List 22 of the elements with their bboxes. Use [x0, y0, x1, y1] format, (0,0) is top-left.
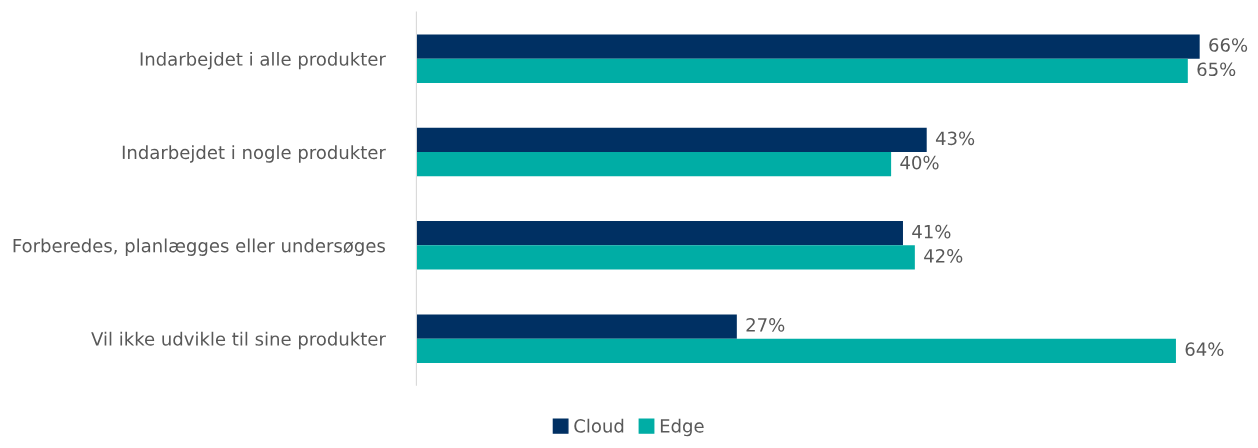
bar: [416, 34, 1200, 59]
legend-label: Edge: [660, 418, 704, 437]
bar: [416, 221, 903, 246]
data-label: 65%: [1197, 62, 1236, 77]
data-label: 40%: [900, 155, 939, 170]
bar: [416, 338, 1176, 363]
bar: [416, 245, 915, 270]
y-tick-label: Indarbejdet i alle produkter: [140, 51, 386, 70]
legend-label: Cloud: [574, 418, 624, 433]
y-tick-label: Forberedes, planlægges eller undersøges: [13, 238, 385, 256]
y-tick-label: Indarbejdet i nogle produkter: [122, 145, 386, 163]
data-label: 43%: [935, 131, 975, 146]
bar: [416, 127, 927, 153]
y-tick-label: Vil ikke udvikle til sine produkter: [91, 331, 386, 350]
data-label: 27%: [746, 318, 785, 332]
data-label: 66%: [1209, 38, 1248, 52]
data-label: 64%: [1185, 342, 1224, 356]
bar: [416, 314, 737, 339]
bar: [416, 152, 892, 177]
data-label: 42%: [924, 249, 963, 263]
data-label: 41%: [912, 224, 951, 239]
bar: [416, 58, 1188, 83]
